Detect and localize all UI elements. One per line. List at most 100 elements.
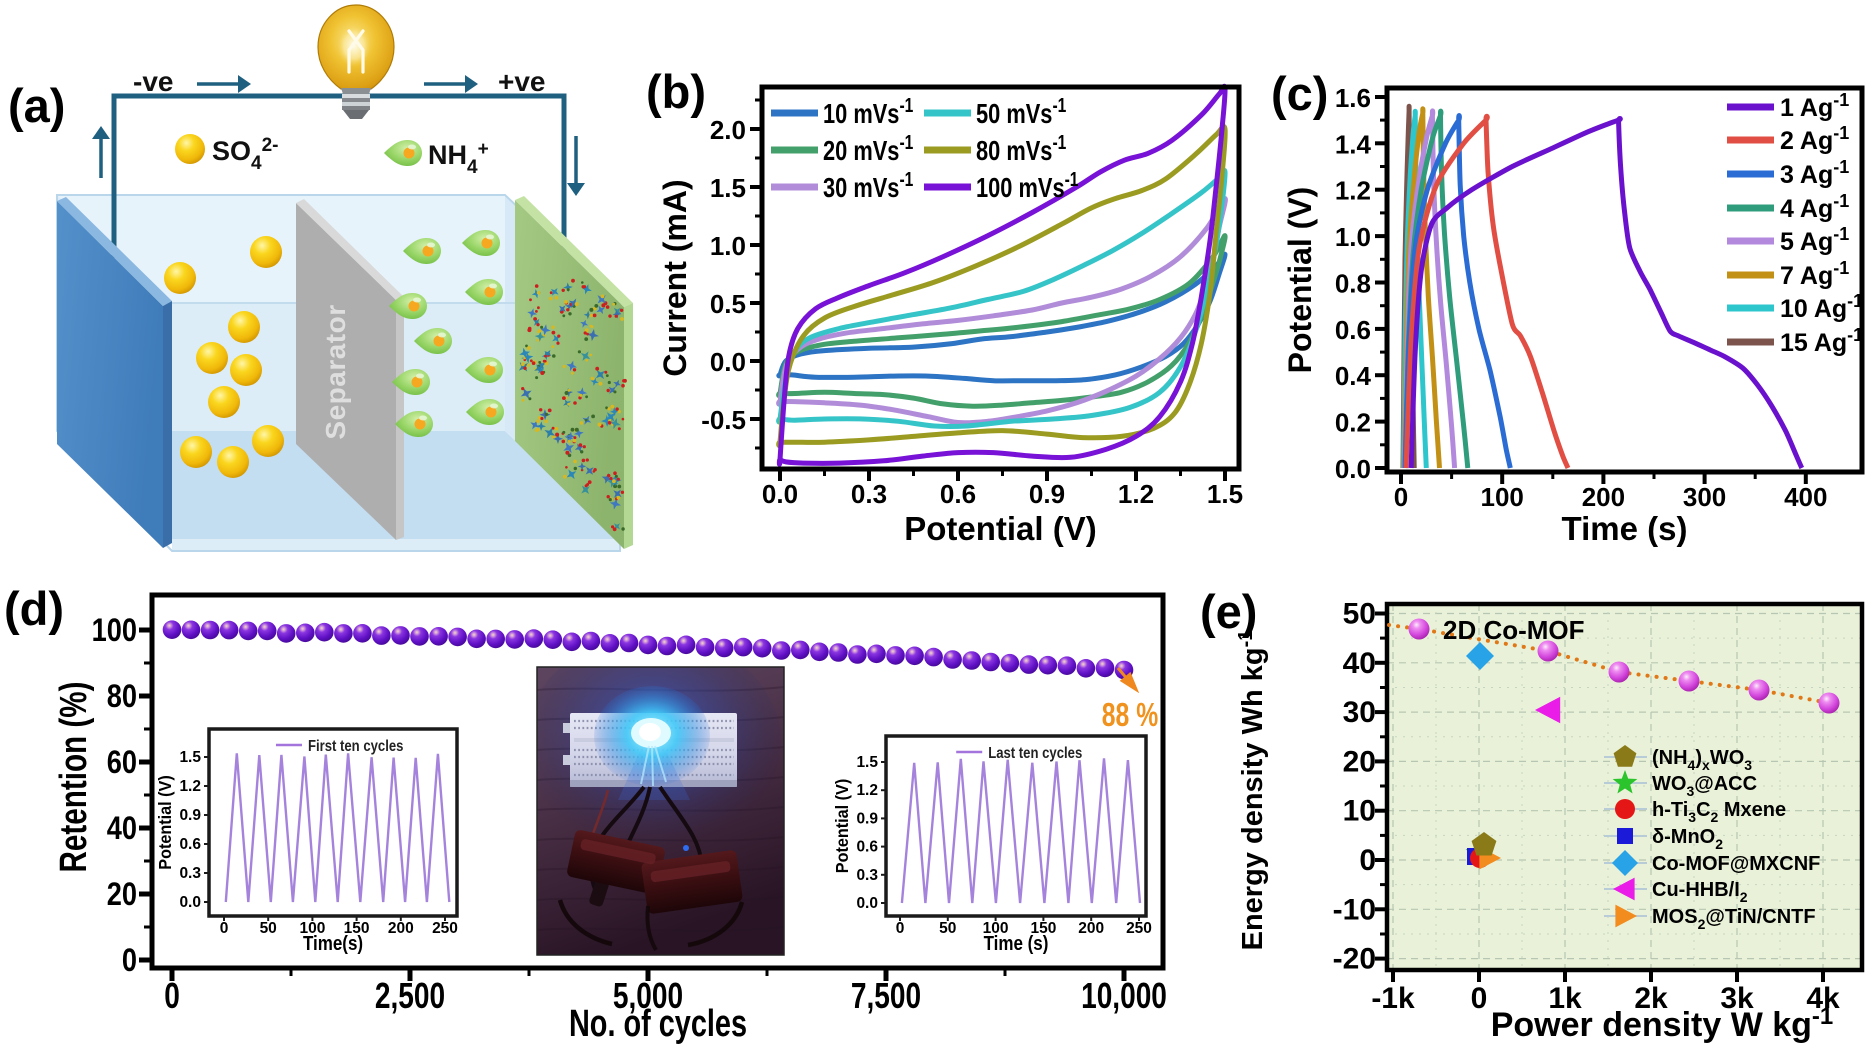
svg-text:15 Ag-1: 15 Ag-1: [1780, 325, 1863, 357]
svg-text:(c): (c): [1271, 67, 1328, 120]
svg-text:0: 0: [1471, 982, 1488, 1015]
svg-text:δ-MnO2: δ-MnO2: [1652, 826, 1723, 852]
svg-text:0.6: 0.6: [940, 479, 976, 509]
svg-text:-1k: -1k: [1371, 982, 1415, 1015]
svg-text:4k: 4k: [1806, 982, 1840, 1015]
svg-text:150: 150: [1030, 920, 1056, 937]
svg-text:h-Ti3C2 Mxene: h-Ti3C2 Mxene: [1652, 799, 1786, 825]
svg-text:0.6: 0.6: [179, 836, 201, 853]
svg-text:Potential (V): Potential (V): [904, 510, 1097, 547]
svg-text:(NH4)xWO3: (NH4)xWO3: [1652, 747, 1752, 773]
svg-text:Cu-HHB/I2: Cu-HHB/I2: [1652, 879, 1748, 905]
svg-text:50 mVs-1: 50 mVs-1: [976, 94, 1066, 130]
svg-text:SO42-: SO42-: [212, 135, 279, 174]
svg-text:2D Co-MOF: 2D Co-MOF: [1443, 615, 1585, 645]
svg-text:Last ten cycles: Last ten cycles: [988, 745, 1082, 762]
svg-text:0.6: 0.6: [856, 839, 878, 856]
svg-text:60: 60: [107, 745, 137, 781]
svg-text:100 mVs-1: 100 mVs-1: [976, 168, 1078, 204]
svg-text:+ve: +ve: [498, 66, 546, 97]
svg-text:80 mVs-1: 80 mVs-1: [976, 131, 1066, 167]
svg-text:1.5: 1.5: [1207, 479, 1243, 509]
svg-text:0.3: 0.3: [856, 867, 878, 884]
svg-text:2,500: 2,500: [375, 976, 445, 1016]
svg-text:2k: 2k: [1634, 982, 1668, 1015]
svg-text:(e): (e): [1200, 585, 1257, 638]
svg-text:100: 100: [299, 920, 325, 937]
svg-text:Time (s): Time (s): [984, 932, 1049, 955]
svg-text:1.6: 1.6: [1335, 83, 1371, 113]
svg-text:0: 0: [164, 976, 180, 1016]
svg-text:10 Ag-1: 10 Ag-1: [1780, 291, 1863, 323]
svg-text:0.0: 0.0: [710, 347, 746, 377]
svg-text:20 mVs-1: 20 mVs-1: [823, 131, 913, 167]
svg-text:1.5: 1.5: [710, 173, 746, 203]
svg-text:Power density W kg-1: Power density W kg-1: [1491, 1003, 1834, 1044]
svg-text:1.0: 1.0: [710, 231, 746, 261]
svg-text:10,000: 10,000: [1081, 976, 1167, 1016]
svg-text:30 mVs-1: 30 mVs-1: [823, 168, 913, 204]
svg-text:NH4+: NH4+: [428, 139, 489, 178]
svg-text:40: 40: [107, 811, 137, 847]
svg-text:40: 40: [1343, 647, 1376, 680]
svg-text:0: 0: [896, 920, 905, 937]
svg-text:0.8: 0.8: [1335, 269, 1371, 299]
svg-text:50: 50: [1343, 598, 1376, 631]
svg-text:0: 0: [1359, 844, 1376, 877]
svg-text:150: 150: [344, 920, 370, 937]
svg-text:1.2: 1.2: [1118, 479, 1154, 509]
svg-text:1.4: 1.4: [1335, 129, 1372, 159]
svg-text:MOS2@TiN/CNTF: MOS2@TiN/CNTF: [1652, 906, 1816, 932]
svg-text:10 mVs-1: 10 mVs-1: [823, 94, 913, 130]
svg-text:100: 100: [983, 920, 1009, 937]
svg-text:1.5: 1.5: [856, 754, 878, 771]
svg-text:1.2: 1.2: [856, 782, 878, 799]
svg-text:(b): (b): [646, 65, 706, 118]
svg-text:Potential (V): Potential (V): [1282, 187, 1318, 374]
svg-text:1 Ag-1: 1 Ag-1: [1780, 90, 1849, 122]
svg-text:30: 30: [1343, 696, 1376, 729]
svg-text:3k: 3k: [1720, 982, 1754, 1015]
svg-text:200: 200: [1582, 482, 1625, 512]
svg-text:0.9: 0.9: [1029, 479, 1065, 509]
svg-text:Energy density Wh kg-1: Energy density Wh kg-1: [1235, 630, 1269, 951]
svg-text:400: 400: [1784, 482, 1827, 512]
svg-text:0.9: 0.9: [179, 807, 201, 824]
svg-text:Potential (V): Potential (V): [832, 779, 852, 873]
svg-text:-20: -20: [1333, 943, 1376, 976]
svg-text:0.9: 0.9: [856, 810, 878, 827]
svg-text:1.2: 1.2: [1335, 176, 1371, 206]
svg-text:0.4: 0.4: [1335, 361, 1372, 391]
svg-text:0: 0: [122, 943, 137, 979]
svg-text:0.2: 0.2: [1335, 408, 1371, 438]
svg-text:5 Ag-1: 5 Ag-1: [1780, 224, 1849, 256]
svg-text:2 Ag-1: 2 Ag-1: [1780, 123, 1849, 155]
svg-text:80: 80: [107, 679, 137, 715]
svg-text:0.3: 0.3: [179, 865, 201, 882]
svg-text:First ten cycles: First ten cycles: [308, 738, 404, 755]
svg-text:-0.5: -0.5: [701, 405, 746, 435]
svg-text:20: 20: [1343, 745, 1376, 778]
svg-text:200: 200: [1078, 920, 1104, 937]
svg-text:-10: -10: [1333, 893, 1376, 926]
svg-text:Current (mA): Current (mA): [657, 179, 693, 376]
svg-text:-ve: -ve: [133, 66, 173, 97]
svg-text:Time(s): Time(s): [303, 932, 363, 955]
svg-text:100: 100: [92, 613, 137, 649]
svg-text:250: 250: [1126, 920, 1152, 937]
svg-text:10: 10: [1343, 795, 1376, 828]
svg-text:7 Ag-1: 7 Ag-1: [1780, 258, 1849, 290]
svg-text:7,500: 7,500: [851, 976, 921, 1016]
svg-text:Retention (%): Retention (%): [53, 682, 95, 873]
svg-text:Potential (V): Potential (V): [155, 775, 175, 869]
svg-text:1.2: 1.2: [179, 778, 201, 795]
svg-text:3 Ag-1: 3 Ag-1: [1780, 157, 1849, 189]
svg-text:0.0: 0.0: [762, 479, 798, 509]
svg-text:0.3: 0.3: [851, 479, 887, 509]
svg-text:1k: 1k: [1548, 982, 1582, 1015]
svg-text:5,000: 5,000: [613, 976, 683, 1016]
svg-text:200: 200: [388, 920, 414, 937]
svg-text:0: 0: [220, 920, 229, 937]
svg-text:0.5: 0.5: [710, 289, 746, 319]
svg-text:0.0: 0.0: [856, 895, 878, 912]
